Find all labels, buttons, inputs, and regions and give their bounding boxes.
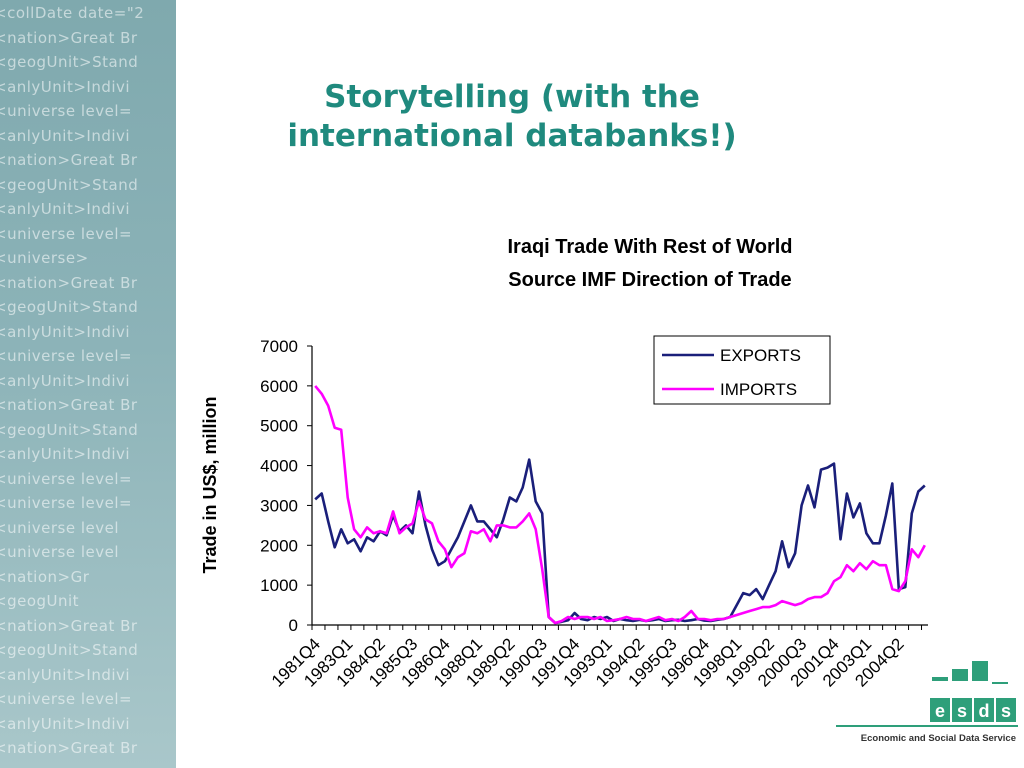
y-tick-label: 5000 xyxy=(260,417,298,436)
series-line-imports xyxy=(314,385,926,625)
slide-title-line-2: international databanks!) xyxy=(287,118,737,154)
background-code-line: <nation>Great Br xyxy=(0,273,138,292)
chart-legend: EXPORTS IMPORTS xyxy=(653,335,831,405)
legend-box xyxy=(653,335,831,405)
slide-title: Storytelling (with the international dat… xyxy=(200,78,824,156)
background-code-line: <universe level xyxy=(0,543,120,561)
background-code-line: <geogUnit>Stand xyxy=(0,420,139,439)
background-code-line: <universe level= xyxy=(0,690,133,708)
background-code-line: <anlyUnit>Indivi xyxy=(0,200,131,218)
esds-logo: e s d s Economic and Social Data Service xyxy=(836,661,1018,744)
y-tick-label: 6000 xyxy=(260,377,298,396)
background-code-line: <geogUnit xyxy=(0,592,80,610)
background-code-line: <anlyUnit>Indivi xyxy=(0,77,131,96)
background-code-line: <nation>Great Br xyxy=(0,739,138,757)
background-code-line: <universe level= xyxy=(0,347,133,365)
series-line-exports xyxy=(314,458,926,625)
background-code-line: <anlyUnit>Indivi xyxy=(0,445,131,463)
background-code-line: <universe level= xyxy=(0,102,133,120)
legend-label-exports: EXPORTS xyxy=(720,346,801,365)
background-code-line: <nation>Great Br xyxy=(0,396,138,414)
background-code-line: <nation>Great Br xyxy=(0,616,138,635)
background-code-line: <universe level= xyxy=(0,494,133,512)
logo-letter-s: s xyxy=(957,701,967,721)
background-code-line: <nation>Gr xyxy=(0,567,90,586)
background-code-strip: <collDate date="2 <nation>Great Br <geogUn… xyxy=(0,0,176,768)
background-code-line: <collDate date="2 xyxy=(0,4,145,22)
y-tick-label: 4000 xyxy=(260,457,298,476)
y-tick-label: 2000 xyxy=(260,536,298,555)
logo-bars xyxy=(932,661,1008,684)
background-code-line: <anlyUnit>Indivi xyxy=(0,371,131,390)
background-code-line: <geogUnit>Stand xyxy=(0,53,139,71)
logo-letter-e: e xyxy=(935,701,945,721)
legend-label-imports: IMPORTS xyxy=(720,380,797,399)
background-code-line: <universe level= xyxy=(0,469,133,488)
background-code-line: <universe level= xyxy=(0,224,133,243)
background-code-line: <geogUnit>Stand xyxy=(0,641,139,659)
chart-subtitle: Source IMF Direction of Trade xyxy=(508,269,791,291)
y-tick-label: 3000 xyxy=(260,496,298,515)
background-code-line: <universe level xyxy=(0,518,120,537)
y-axis-label: Trade in US$, million xyxy=(200,396,220,573)
logo-letter-s2: s xyxy=(1001,701,1011,721)
background-code-line: <anlyUnit>Indivi xyxy=(0,126,131,145)
background-code-line: <geogUnit>Stand xyxy=(0,298,139,316)
y-tick-label: 0 xyxy=(289,616,298,635)
logo-letters: e s d s xyxy=(930,698,1016,722)
background-code-line: <universe> xyxy=(0,249,89,267)
y-tick-label: 1000 xyxy=(260,576,298,595)
y-tick-label: 7000 xyxy=(260,337,298,356)
background-code-line: <nation>Great Br xyxy=(0,28,138,47)
chart-series xyxy=(314,385,926,625)
logo-letter-d: d xyxy=(979,701,990,721)
logo-caption: Economic and Social Data Service xyxy=(861,733,1016,744)
background-code-line: <nation>Great Br xyxy=(0,151,138,169)
chart-title: Iraqi Trade With Rest of World xyxy=(507,236,792,258)
background-code-line: <anlyUnit>Indivi xyxy=(0,322,131,341)
background-code-line: <geogUnit>Stand xyxy=(0,175,139,194)
background-code-line: <anlyUnit>Indivi xyxy=(0,665,131,684)
slide-title-line-1: Storytelling (with the xyxy=(324,79,700,115)
background-code-line: <anlyUnit>Indivi xyxy=(0,714,131,733)
